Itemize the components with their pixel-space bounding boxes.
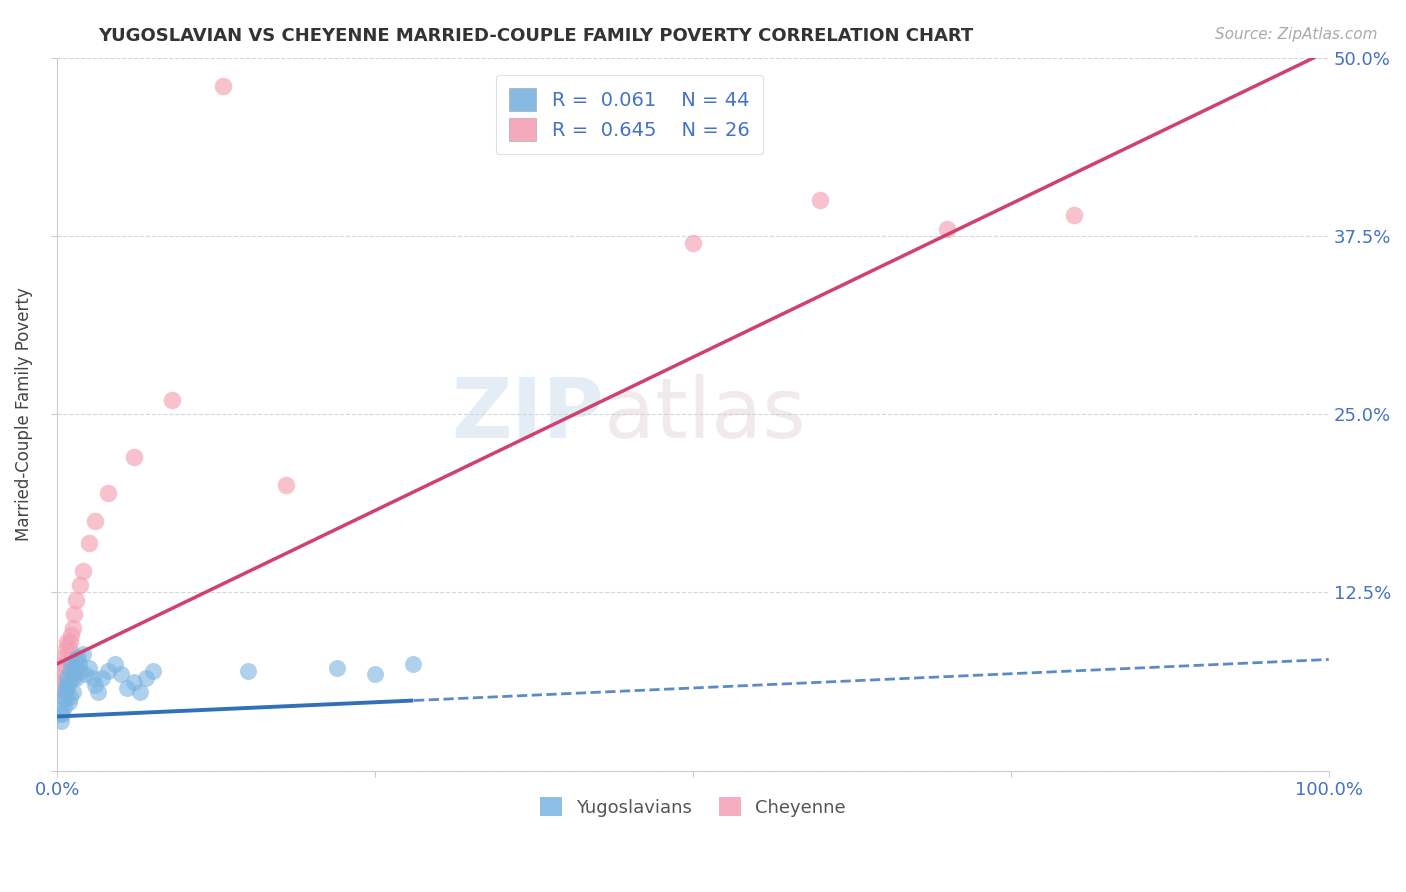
Point: [87, 685, 110, 699]
Point: [59, 690, 82, 704]
Point: [52, 692, 75, 706]
Point: [55, 685, 77, 699]
Point: [936, 222, 959, 236]
Point: [67, 657, 90, 671]
Point: [142, 664, 165, 678]
Text: Source: ZipAtlas.com: Source: ZipAtlas.com: [1215, 27, 1378, 42]
Point: [103, 657, 125, 671]
Point: [135, 671, 157, 685]
Point: [84, 678, 107, 692]
Point: [69, 664, 91, 678]
Point: [56, 671, 79, 685]
Point: [49, 714, 72, 728]
Point: [77, 535, 100, 549]
Point: [56, 681, 79, 695]
Point: [160, 392, 183, 407]
Point: [129, 685, 152, 699]
Text: atlas: atlas: [605, 374, 806, 455]
Point: [66, 649, 89, 664]
Point: [55, 642, 77, 657]
Point: [97, 485, 120, 500]
Point: [58, 675, 80, 690]
Point: [62, 685, 84, 699]
Point: [682, 235, 704, 250]
Point: [75, 666, 97, 681]
Point: [60, 628, 83, 642]
Point: [63, 661, 86, 675]
Point: [52, 699, 75, 714]
Point: [65, 671, 87, 685]
Point: [122, 450, 145, 464]
Point: [115, 681, 138, 695]
Point: [90, 671, 112, 685]
Point: [53, 692, 76, 706]
Point: [69, 578, 91, 592]
Point: [65, 652, 87, 666]
Point: [82, 671, 104, 685]
Point: [276, 478, 298, 492]
Point: [49, 671, 72, 685]
Point: [211, 79, 233, 94]
Point: [72, 647, 94, 661]
Point: [63, 607, 86, 621]
Point: [55, 678, 77, 692]
Y-axis label: Married-Couple Family Poverty: Married-Couple Family Poverty: [15, 287, 32, 541]
Point: [364, 666, 387, 681]
Legend: Yugoslavians, Cheyenne: Yugoslavians, Cheyenne: [531, 789, 855, 826]
Point: [62, 671, 84, 685]
Point: [97, 664, 120, 678]
Point: [402, 657, 425, 671]
Point: [63, 666, 86, 681]
Point: [236, 664, 259, 678]
Point: [58, 642, 80, 657]
Point: [122, 675, 145, 690]
Point: [49, 706, 72, 721]
Point: [59, 664, 82, 678]
Point: [51, 706, 73, 721]
Point: [110, 666, 132, 681]
Point: [58, 695, 80, 709]
Point: [59, 635, 82, 649]
Point: [326, 661, 349, 675]
Point: [53, 685, 76, 699]
Point: [49, 678, 72, 692]
Point: [56, 635, 79, 649]
Point: [808, 194, 831, 208]
Point: [60, 657, 83, 671]
Point: [62, 621, 84, 635]
Point: [72, 564, 94, 578]
Point: [1063, 208, 1085, 222]
Point: [84, 514, 107, 528]
Point: [77, 661, 100, 675]
Text: ZIP: ZIP: [451, 374, 605, 455]
Text: YUGOSLAVIAN VS CHEYENNE MARRIED-COUPLE FAMILY POVERTY CORRELATION CHART: YUGOSLAVIAN VS CHEYENNE MARRIED-COUPLE F…: [98, 27, 974, 45]
Point: [65, 592, 87, 607]
Point: [51, 664, 73, 678]
Point: [53, 649, 76, 664]
Point: [52, 657, 75, 671]
